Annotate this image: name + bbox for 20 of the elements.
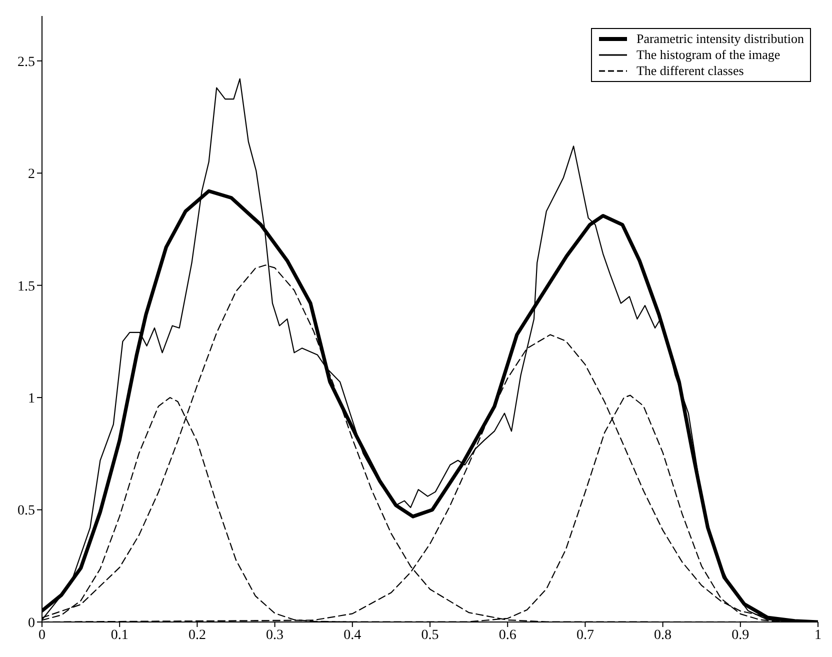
x-tick-label: 0 xyxy=(38,628,46,643)
legend-label: The different classes xyxy=(636,63,744,79)
x-tick-label: 0.2 xyxy=(188,628,206,643)
x-tick-label: 0.8 xyxy=(654,628,672,643)
y-tick-label: 0.5 xyxy=(18,504,35,519)
x-tick-label: 0.6 xyxy=(498,628,516,643)
y-tick-label: 1.5 xyxy=(18,279,35,294)
x-tick-label: 0.9 xyxy=(732,628,750,643)
y-tick-label: 1 xyxy=(28,392,35,407)
legend-label: Parametric intensity distribution xyxy=(636,31,804,47)
x-tick-label: 1 xyxy=(814,628,822,643)
y-tick-label: 0 xyxy=(28,616,35,631)
x-tick-label: 0.3 xyxy=(266,628,284,643)
x-tick-label: 0.1 xyxy=(110,628,128,643)
x-tick-label: 0.4 xyxy=(344,628,362,643)
y-tick-label: 2 xyxy=(28,167,35,182)
legend-label: The histogram of the image xyxy=(636,47,780,63)
y-tick-label: 2.5 xyxy=(18,54,35,70)
x-tick-label: 0.7 xyxy=(576,628,594,643)
x-tick-label: 0.5 xyxy=(421,628,439,643)
